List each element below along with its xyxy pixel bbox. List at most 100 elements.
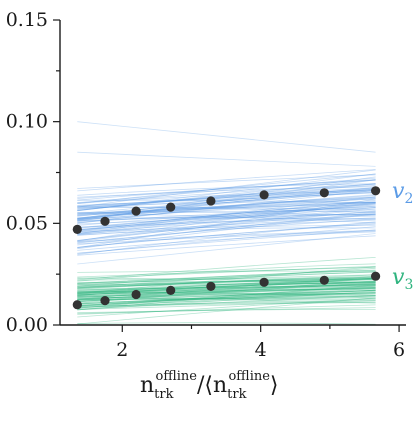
v3-band-sample-line — [77, 298, 376, 318]
v3-band-sample-line — [77, 293, 376, 300]
v2-band-sample-line — [77, 222, 376, 248]
v3-band-sample-line — [77, 297, 376, 300]
v2-band-sample-line — [77, 194, 376, 219]
v3-band-sample-line — [77, 270, 376, 273]
data-points — [72, 186, 381, 310]
data-point-v3 — [319, 275, 329, 285]
v2-band-sample-line — [77, 213, 376, 225]
v3-band-sample-line — [77, 291, 376, 296]
v3-band-sample-line — [77, 304, 376, 315]
v2-band-sample-line — [77, 202, 376, 216]
v3-band-sample-line — [77, 284, 376, 294]
x-axis-label-sub: trk — [154, 387, 173, 402]
v2-band-sample-line — [77, 213, 376, 244]
v2-band-sample-line — [77, 183, 376, 211]
v2-band-sample-line — [77, 206, 376, 214]
v2-band-sample-line — [77, 217, 376, 220]
v3-band-sample-line — [77, 287, 376, 295]
v3-band-sample-line — [77, 296, 376, 304]
series-labels: v2 v3 — [392, 179, 413, 293]
v2-band-sample-line — [77, 219, 376, 236]
v2-band-sample-line — [77, 197, 376, 220]
v3-band-sample-line — [77, 288, 376, 297]
v2-band-sample-line — [77, 211, 376, 217]
v2-band-sample-line — [77, 217, 376, 235]
v3-band-sample-line — [77, 265, 376, 280]
data-point-v2 — [259, 190, 269, 200]
v3-band-sample-line — [77, 287, 376, 307]
v2-band-sample-line — [77, 210, 376, 213]
v2-band-sample-line — [77, 179, 376, 201]
v2-band-sample-line — [77, 196, 376, 232]
x-axis-label-rangle: ⟩ — [270, 373, 279, 398]
v3-band-sample-line — [77, 292, 376, 297]
v2-band-sample-line — [77, 235, 376, 256]
v2-band-sample-line — [77, 224, 376, 233]
v2-band-sample-line — [77, 179, 376, 199]
data-point-v2 — [131, 206, 141, 216]
v2-band-sample-line — [77, 206, 376, 226]
v2-band-sample-line — [77, 214, 376, 222]
y-tick-label: 0.10 — [6, 111, 48, 133]
v2-band-sample-line — [77, 202, 376, 215]
v3-band-sample-line — [77, 266, 376, 278]
v2-band-sample-line — [77, 198, 376, 219]
v3-band-sample-line — [77, 271, 376, 284]
data-point-v2 — [166, 202, 176, 212]
v2-band-sample-line — [77, 201, 376, 231]
data-point-v2 — [319, 188, 329, 198]
v3-band-sample-line — [77, 292, 376, 304]
v2-band-sample-line — [77, 201, 376, 229]
v2-band-sample-line — [77, 196, 376, 216]
v2-band-sample-line — [77, 194, 376, 224]
x-axis-label-langle: ⟨ — [204, 373, 213, 398]
v3-band-sample-line — [77, 285, 376, 298]
v2-band-sample-line — [77, 207, 376, 223]
v2-band-sample-line — [77, 202, 376, 235]
x-tick-label: 6 — [393, 339, 405, 361]
v3-band-sample-line — [77, 301, 376, 307]
data-point-v3 — [72, 300, 82, 310]
v3-band-sample-line — [77, 290, 376, 302]
v3-band-sample-line — [77, 322, 376, 325]
y-tick-label: 0.15 — [6, 9, 48, 31]
v2-band-sample-line — [77, 206, 376, 211]
v2-band-sample-line — [77, 231, 376, 251]
v2-band-sample-line — [77, 177, 376, 204]
data-point-v3 — [206, 281, 216, 291]
v2-band-sample-line — [77, 210, 376, 241]
v3-band-sample-line — [77, 289, 376, 302]
x-axis-label-sup2: offline — [228, 369, 270, 384]
v2-band-sample-line — [77, 202, 376, 231]
v3-band-sample-line — [77, 292, 376, 299]
v3-band-sample-line — [77, 298, 376, 301]
posterior-bands — [77, 121, 376, 325]
v3-band-sample-line — [77, 290, 376, 311]
v2-band-sample-line — [77, 203, 376, 242]
data-point-v2 — [371, 186, 381, 196]
x-tick-label: 4 — [255, 339, 267, 361]
v3-band-sample-line — [77, 295, 376, 310]
data-point-v3 — [131, 289, 141, 300]
v2-band-sample-line — [77, 230, 376, 245]
v2-band-sample-line — [77, 212, 376, 246]
v3-band-sample-line — [77, 287, 376, 302]
v3-band-sample-line — [77, 289, 376, 299]
v2-band-sample-line — [77, 198, 376, 221]
v2-band-sample-line — [77, 229, 376, 254]
data-point-v3 — [166, 285, 176, 295]
v3-band-sample-line — [77, 285, 376, 300]
v3-band-sample-line — [77, 286, 376, 298]
v3-band-sample-line — [77, 308, 376, 314]
v3-band-sample-line — [77, 285, 376, 309]
v2-band-sample-line — [77, 204, 376, 215]
v2-band-sample-line — [77, 199, 376, 235]
y-tick-label: 0.05 — [6, 212, 48, 234]
x-axis-label-n2: n — [213, 373, 227, 398]
x-axis-label: ntrkoffline/⟨ntrkoffline⟩ — [140, 369, 279, 402]
v2-band-sample-line — [77, 211, 376, 234]
v3-band-sample-line — [77, 283, 376, 294]
v2-band-sample-line — [77, 207, 376, 233]
v2-band-sample-line — [77, 173, 376, 212]
v2-band-sample-line — [77, 179, 376, 211]
